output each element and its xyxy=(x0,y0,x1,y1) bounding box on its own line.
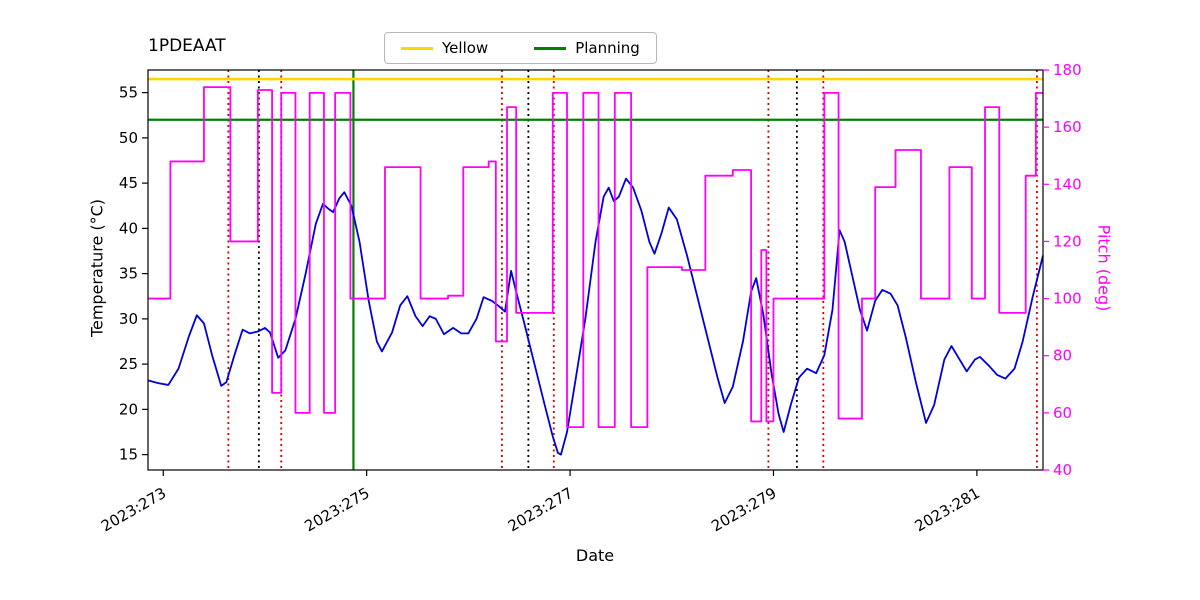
planning-line-swatch xyxy=(534,46,567,50)
y-axis-label-pitch: Pitch (deg) xyxy=(1094,224,1114,312)
chart-title: 1PDEAAT xyxy=(148,36,226,56)
y-right-tick-label: 140 xyxy=(1053,175,1082,193)
y-right-tick-label: 80 xyxy=(1053,347,1072,365)
y-left-tick-label: 45 xyxy=(119,174,138,192)
legend-item-planning: Planning xyxy=(534,39,640,57)
y-left-tick-label: 50 xyxy=(119,129,138,147)
x-tick-label: 2023:281 xyxy=(912,484,983,536)
legend-label-yellow: Yellow xyxy=(442,39,489,57)
pitch-line xyxy=(148,86,1043,429)
yellow-line-swatch xyxy=(401,46,433,50)
plot-border xyxy=(147,69,1044,471)
y-left-tick-label: 20 xyxy=(119,400,138,418)
x-tick-label: 2023:277 xyxy=(505,484,576,536)
legend-label-planning: Planning xyxy=(575,39,640,57)
y-right-tick-label: 120 xyxy=(1053,232,1082,250)
y-right-tick-label: 100 xyxy=(1053,290,1082,308)
y-axis-label-temperature: Temperature (°C) xyxy=(87,198,107,338)
legend: Yellow Planning xyxy=(384,32,657,64)
legend-item-yellow: Yellow xyxy=(401,39,488,57)
y-left-tick-label: 55 xyxy=(119,84,138,102)
y-right-tick-label: 180 xyxy=(1053,61,1082,79)
y-left-tick-label: 25 xyxy=(119,355,138,373)
y-right-tick-label: 40 xyxy=(1053,461,1072,479)
y-right-tick-label: 160 xyxy=(1053,118,1082,136)
y-right-tick-label: 60 xyxy=(1053,404,1072,422)
y-left-tick-label: 35 xyxy=(119,265,138,283)
y-left-tick-label: 15 xyxy=(119,446,138,464)
x-tick-label: 2023:275 xyxy=(301,484,372,536)
x-tick-label: 2023:279 xyxy=(708,484,779,536)
x-tick-label: 2023:273 xyxy=(98,484,169,536)
y-left-tick-label: 30 xyxy=(119,310,138,328)
y-left-tick-label: 40 xyxy=(119,219,138,237)
x-axis-label: Date xyxy=(575,546,615,565)
temperature-line xyxy=(147,177,1044,456)
